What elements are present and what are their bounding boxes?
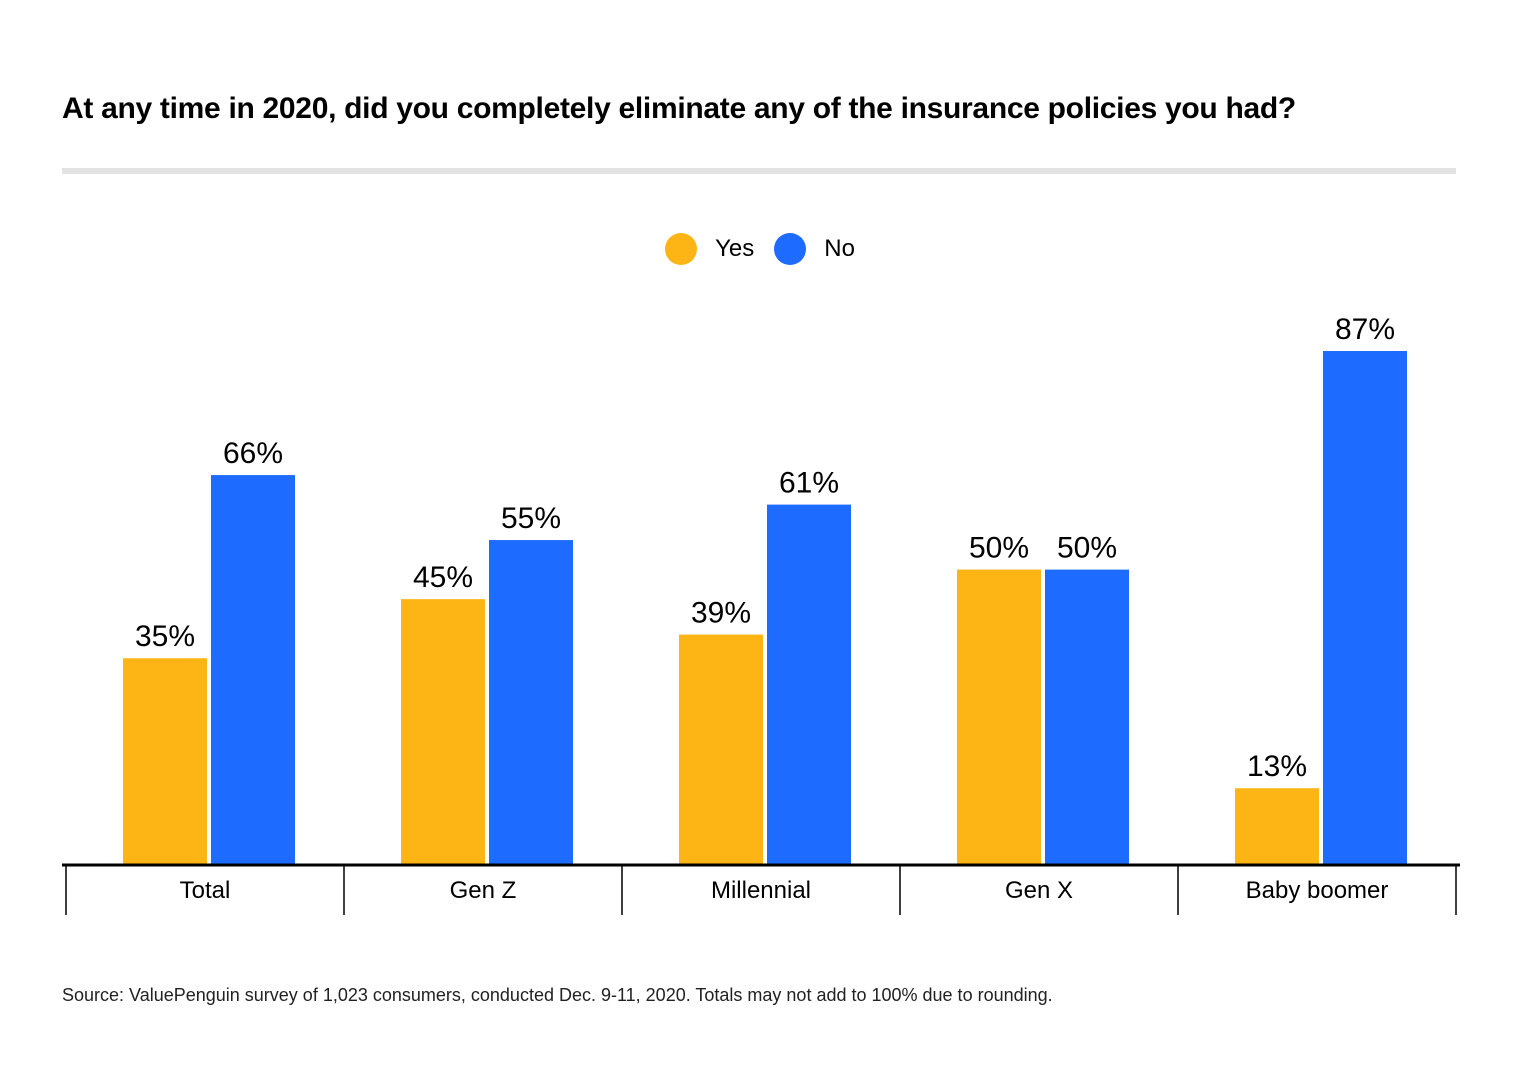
data-label-yes-total: 35% bbox=[135, 620, 195, 653]
bar-yes-gen-x bbox=[957, 569, 1041, 865]
data-label-no-gen-z: 55% bbox=[501, 502, 561, 535]
legend-label-yes: Yes bbox=[715, 235, 755, 262]
x-tick-label-baby-boomer: Baby boomer bbox=[1246, 877, 1389, 904]
legend-swatch-yes bbox=[665, 233, 698, 265]
x-tick-label-gen-x: Gen X bbox=[1005, 877, 1073, 904]
x-tick-label-gen-z: Gen Z bbox=[450, 877, 517, 904]
data-label-no-millennial: 61% bbox=[779, 467, 839, 500]
data-label-no-total: 66% bbox=[223, 437, 283, 470]
legend-label-no: No bbox=[824, 235, 855, 262]
data-label-yes-gen-z: 45% bbox=[413, 561, 473, 594]
data-label-no-baby-boomer: 87% bbox=[1335, 313, 1395, 346]
data-label-no-gen-x: 50% bbox=[1057, 532, 1117, 565]
bar-no-baby-boomer bbox=[1323, 351, 1407, 865]
source-note: Source: ValuePenguin survey of 1,023 con… bbox=[62, 985, 1053, 1005]
legend-item-no: No bbox=[774, 233, 855, 265]
bar-yes-millennial bbox=[679, 634, 763, 865]
data-label-yes-baby-boomer: 13% bbox=[1247, 750, 1307, 783]
bar-no-gen-z bbox=[489, 540, 573, 865]
legend-swatch-no bbox=[774, 233, 807, 265]
bar-no-total bbox=[211, 475, 295, 865]
x-tick-label-millennial: Millennial bbox=[711, 877, 811, 904]
bar-no-gen-x bbox=[1045, 569, 1129, 865]
data-label-yes-gen-x: 50% bbox=[969, 532, 1029, 565]
data-label-yes-millennial: 39% bbox=[691, 597, 751, 630]
bar-yes-total bbox=[123, 658, 207, 865]
title-divider bbox=[62, 168, 1456, 174]
chart-title: At any time in 2020, did you completely … bbox=[62, 92, 1296, 125]
bar-yes-baby-boomer bbox=[1235, 788, 1319, 865]
chart-legend: Yes No bbox=[0, 233, 1520, 265]
x-tick-label-total: Total bbox=[180, 877, 231, 904]
bar-yes-gen-z bbox=[401, 599, 485, 865]
legend-item-yes: Yes bbox=[665, 233, 754, 265]
bar-no-millennial bbox=[767, 504, 851, 865]
